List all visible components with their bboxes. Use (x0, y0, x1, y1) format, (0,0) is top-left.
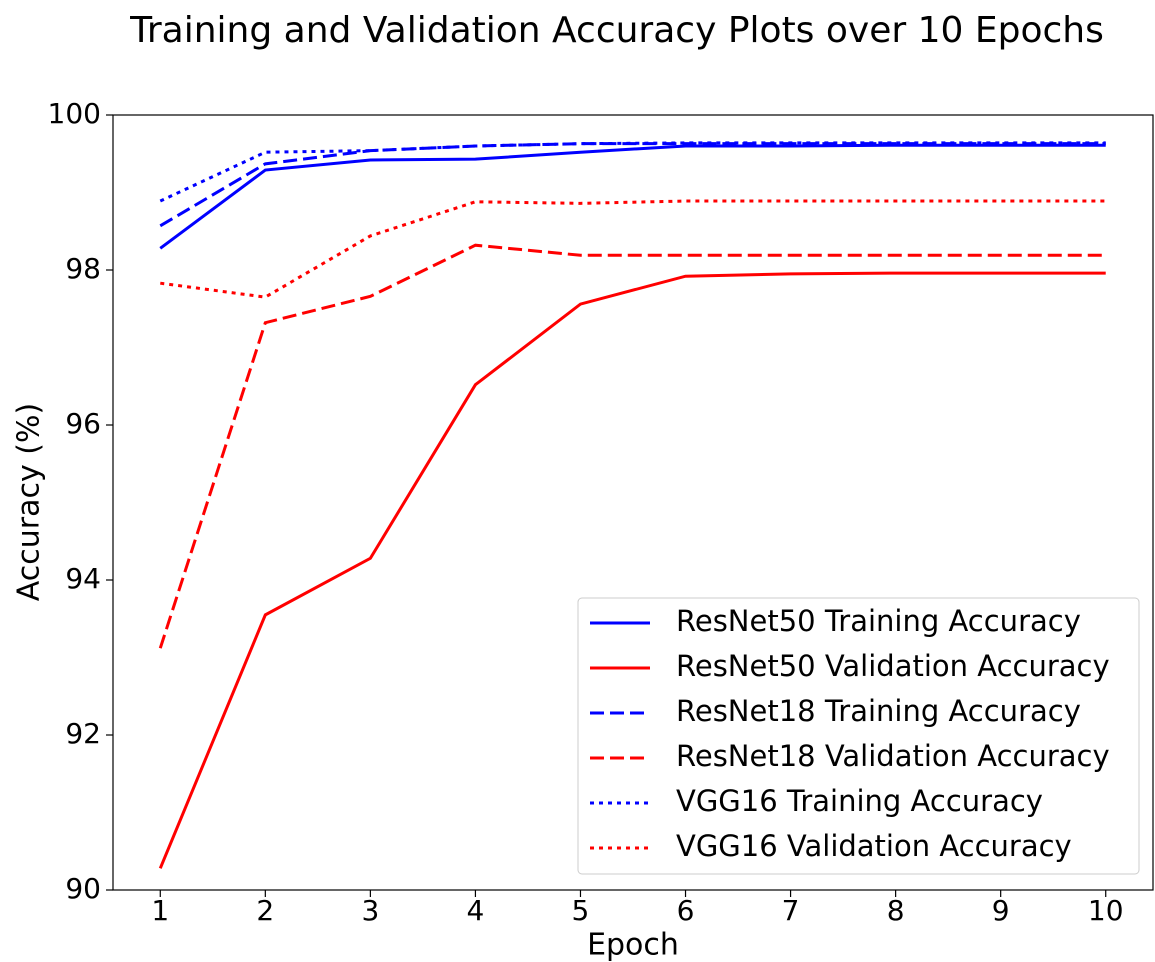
x-tick-label: 7 (782, 894, 800, 927)
x-tick-label: 8 (887, 894, 905, 927)
series-line (159, 143, 1106, 250)
y-tick-label: 98 (65, 252, 101, 285)
plot-frame (112, 114, 1154, 891)
series-line (159, 141, 1106, 203)
series-line (160, 199, 1106, 299)
x-tick-label: 1 (151, 894, 169, 927)
y-tick-label: 92 (65, 717, 101, 750)
y-tick-label: 96 (65, 407, 101, 440)
y-tick-label: 94 (65, 562, 101, 595)
legend-label: ResNet50 Validation Accuracy (676, 649, 1110, 683)
legend-label: VGG16 Validation Accuracy (676, 829, 1072, 863)
legend-label: ResNet50 Training Accuracy (676, 604, 1081, 638)
legend-box (577, 597, 1140, 875)
x-tick-label: 5 (572, 894, 590, 927)
legend: ResNet50 Training Accuracy ResNet50 Valid… (577, 597, 1140, 875)
series-line (158, 271, 1106, 869)
y-tick-label: 90 (65, 872, 101, 905)
legend-label: ResNet18 Validation Accuracy (676, 739, 1110, 773)
y-tick-label: 100 (48, 97, 101, 130)
x-tick-label: 10 (1088, 894, 1124, 927)
series-line (158, 243, 1106, 649)
x-tick-label: 6 (677, 894, 695, 927)
x-axis-label: Epoch (587, 928, 679, 962)
x-tick-label: 4 (467, 894, 485, 927)
legend-label: VGG16 Training Accuracy (676, 784, 1043, 818)
x-tick-label: 2 (256, 894, 274, 927)
chart-title: Training and Validation Accuracy Plots o… (129, 10, 1104, 51)
x-tick-label: 9 (992, 894, 1010, 927)
x-tick-label: 3 (361, 894, 379, 927)
y-axis-label: Accuracy (%) (12, 403, 47, 601)
legend-label: ResNet18 Training Accuracy (676, 694, 1081, 728)
series-line (159, 142, 1106, 228)
